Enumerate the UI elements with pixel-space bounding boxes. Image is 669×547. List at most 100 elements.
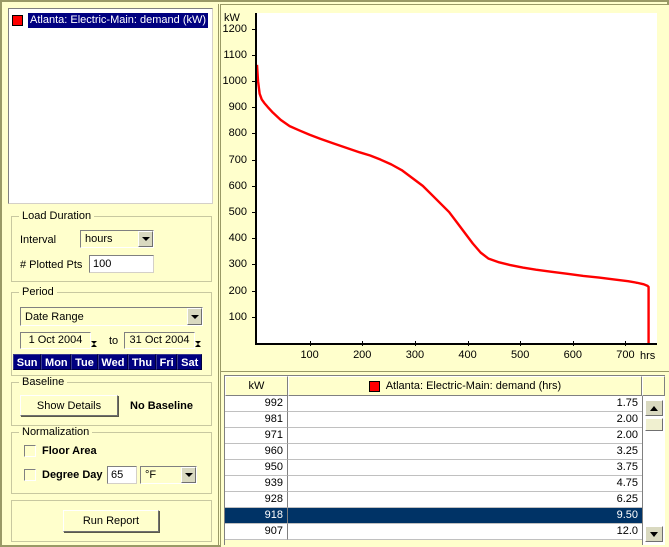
x-axis-tick-mark (572, 341, 574, 346)
y-axis-tick-mark (252, 316, 257, 318)
degree-day-base-input[interactable]: 65 (107, 466, 137, 484)
chart-panel: Load Duration 1 Oct 2004 to 31 Oct 2004 … (220, 4, 669, 371)
y-axis-tick-mark (252, 133, 257, 135)
load-duration-curve (257, 64, 650, 343)
chevron-down-icon[interactable] (187, 308, 202, 325)
load-duration-group: Load Duration Interval hours # Plotted P… (11, 210, 212, 282)
y-axis-tick-label: 600 (228, 179, 247, 192)
x-axis-tick-label: 400 (458, 349, 477, 361)
x-axis-tick-mark (362, 341, 364, 346)
series-list[interactable]: Atlanta: Electric-Main: demand (kW) (8, 8, 213, 204)
degree-day-unit-value: °F (145, 469, 157, 481)
y-axis-tick-mark (252, 28, 257, 30)
interval-label: Interval (20, 234, 57, 246)
scroll-up-icon[interactable] (645, 400, 663, 416)
x-axis-tick-mark (520, 341, 522, 346)
end-date-spinner[interactable]: 31 Oct 2004 (124, 332, 208, 356)
plotted-pts-input[interactable]: 100 (89, 255, 154, 273)
x-axis-tick-label: 700 (616, 349, 635, 361)
y-axis-tick-label: 1200 (222, 22, 247, 35)
degree-day-label: Degree Day (42, 469, 103, 481)
day-toggle-thu[interactable]: Thu (128, 354, 156, 370)
cell-hours: 3.75 (288, 460, 643, 476)
y-axis-tick-label: 200 (228, 284, 247, 297)
day-toggle-mon[interactable]: Mon (41, 354, 72, 370)
period-mode-dropdown[interactable]: Date Range (20, 307, 203, 326)
end-date-stepper[interactable] (195, 332, 208, 356)
start-date-value[interactable]: 1 Oct 2004 (20, 332, 91, 349)
day-toggle-sat[interactable]: Sat (177, 354, 203, 370)
x-axis-tick-label: 600 (563, 349, 582, 361)
table-row[interactable]: 950 3.75 (225, 460, 665, 476)
table-row[interactable]: 960 3.25 (225, 444, 665, 460)
period-group: Period Date Range 1 Oct 2004 to 31 Oct 2… (11, 286, 212, 376)
day-toggle-fri[interactable]: Fri (155, 354, 178, 370)
y-axis-tick-label: 1100 (223, 48, 247, 61)
checkbox-icon[interactable] (24, 469, 36, 481)
plot-area[interactable] (255, 13, 657, 345)
table-row[interactable]: 992 1.75 (225, 396, 665, 412)
y-axis-tick-label: 1000 (222, 75, 247, 88)
table-row[interactable]: 981 2.00 (225, 412, 665, 428)
checkbox-icon[interactable] (24, 445, 36, 457)
cell-hours: 2.00 (288, 412, 643, 428)
day-toggle-sun[interactable]: Sun (13, 354, 42, 370)
x-axis-unit-label: hrs (640, 350, 656, 362)
x-axis-tick-label: 300 (405, 349, 425, 361)
x-axis-tick-mark (414, 341, 416, 346)
y-axis-tick-label: 500 (228, 206, 247, 219)
day-of-week-selector[interactable]: Sun Mon Tue Wed Thu Fri Sat (13, 354, 203, 370)
x-axis-tick-label: 100 (300, 349, 319, 361)
x-axis-tick-mark (467, 341, 469, 346)
list-item[interactable]: Atlanta: Electric-Main: demand (kW) (12, 13, 209, 28)
start-date-stepper[interactable] (91, 332, 104, 356)
table-scrollbar[interactable] (642, 396, 665, 545)
y-axis-tick-label: 900 (228, 101, 247, 114)
table-body: 992 1.75 981 2.00 971 2.00 960 3.25 950 3.75 939 4.… (225, 396, 665, 540)
table-row[interactable]: 971 2.00 (225, 428, 665, 444)
floor-area-checkbox[interactable]: Floor Area (24, 445, 97, 457)
day-toggle-tue[interactable]: Tue (71, 354, 98, 370)
column-header-series[interactable]: Atlanta: Electric-Main: demand (hrs) (287, 376, 643, 396)
y-axis-tick-label: 700 (228, 153, 247, 166)
cell-kw: 907 (225, 524, 288, 540)
control-panel: Atlanta: Electric-Main: demand (kW) Load… (4, 4, 218, 545)
cell-hours: 2.00 (288, 428, 643, 444)
interval-dropdown[interactable]: hours (80, 230, 154, 248)
cell-hours: 9.50 (288, 508, 643, 524)
y-axis-tick-label: 800 (228, 127, 247, 140)
start-date-spinner[interactable]: 1 Oct 2004 (20, 332, 104, 356)
scroll-down-icon[interactable] (645, 526, 663, 542)
column-header-kw[interactable]: kW (225, 376, 288, 396)
y-axis-tick-label: 100 (228, 310, 247, 323)
period-mode-value: Date Range (25, 310, 84, 323)
baseline-group: Baseline Show Details No Baseline (11, 376, 212, 426)
cell-hours: 12.0 (288, 524, 643, 540)
cell-hours: 3.25 (288, 444, 643, 460)
day-toggle-wed[interactable]: Wed (97, 354, 129, 370)
table-row[interactable]: 918 9.50 (225, 508, 665, 524)
show-details-button[interactable]: Show Details (20, 395, 118, 416)
y-axis-tick-mark (252, 159, 257, 161)
run-report-group: Run Report (11, 500, 212, 542)
y-axis-unit-label: kW (224, 12, 240, 24)
period-group-label: Period (19, 286, 57, 298)
run-report-button[interactable]: Run Report (63, 510, 159, 532)
cell-kw: 928 (225, 492, 288, 508)
table-row[interactable]: 939 4.75 (225, 476, 665, 492)
chevron-down-icon[interactable] (138, 231, 153, 247)
table-row[interactable]: 928 6.25 (225, 492, 665, 508)
y-axis-tick-mark (252, 107, 257, 109)
data-grid[interactable]: kW Atlanta: Electric-Main: demand (hrs) … (224, 375, 665, 545)
x-axis-tick-label: 500 (510, 349, 530, 361)
cell-hours: 1.75 (288, 396, 643, 412)
floor-area-label: Floor Area (42, 445, 97, 457)
cell-kw: 960 (225, 444, 288, 460)
end-date-value[interactable]: 31 Oct 2004 (124, 332, 195, 349)
degree-day-unit-dropdown[interactable]: °F (140, 466, 197, 484)
chevron-down-icon[interactable] (181, 467, 196, 483)
table-row[interactable]: 907 12.0 (225, 524, 665, 540)
degree-day-checkbox[interactable]: Degree Day (24, 469, 103, 481)
scrollbar-thumb[interactable] (645, 418, 663, 431)
y-axis-tick-mark (252, 212, 257, 214)
